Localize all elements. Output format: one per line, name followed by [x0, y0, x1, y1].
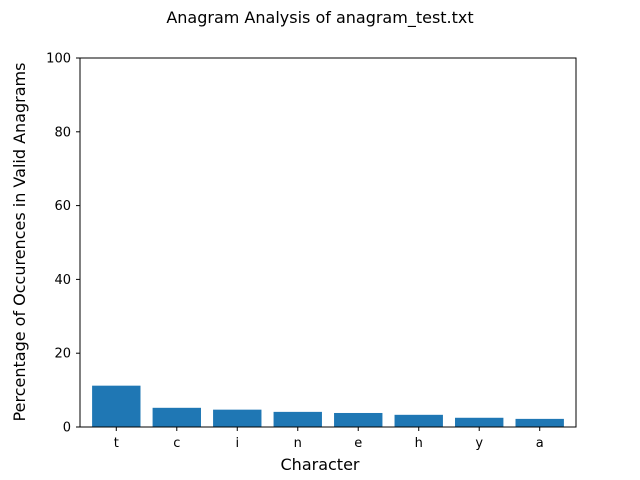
chart-title: Anagram Analysis of anagram_test.txt: [166, 8, 473, 28]
x-tick-label: h: [415, 436, 423, 451]
bar-n: [273, 411, 322, 427]
y-tick-label: 80: [54, 125, 71, 140]
bar-t: [92, 385, 141, 427]
bar-e: [334, 412, 383, 427]
y-axis-ticks: 0 20 40 60 80 100: [46, 52, 80, 436]
bar-i: [213, 409, 262, 427]
x-tick-label: c: [173, 436, 180, 451]
y-tick-label: 100: [46, 52, 71, 67]
y-tick-label: 0: [63, 421, 71, 436]
bar-c: [152, 407, 201, 427]
bar-h: [394, 414, 443, 427]
x-tick-label: a: [536, 436, 544, 451]
plot-frame: [79, 57, 577, 428]
y-tick-label: 40: [54, 273, 71, 288]
x-tick-label: i: [235, 436, 239, 451]
x-tick-label: n: [294, 436, 302, 451]
y-tick-label: 20: [54, 347, 71, 362]
y-tick-label: 60: [54, 199, 71, 214]
x-axis-label: Character: [281, 455, 360, 474]
x-tick-label: e: [354, 436, 362, 451]
bar-y: [455, 417, 504, 427]
bars: [92, 385, 564, 427]
bar-a: [515, 418, 564, 427]
x-tick-label: t: [114, 436, 119, 451]
y-axis-label: Percentage of Occurences in Valid Anagra…: [10, 63, 29, 422]
x-tick-label: y: [475, 436, 483, 451]
